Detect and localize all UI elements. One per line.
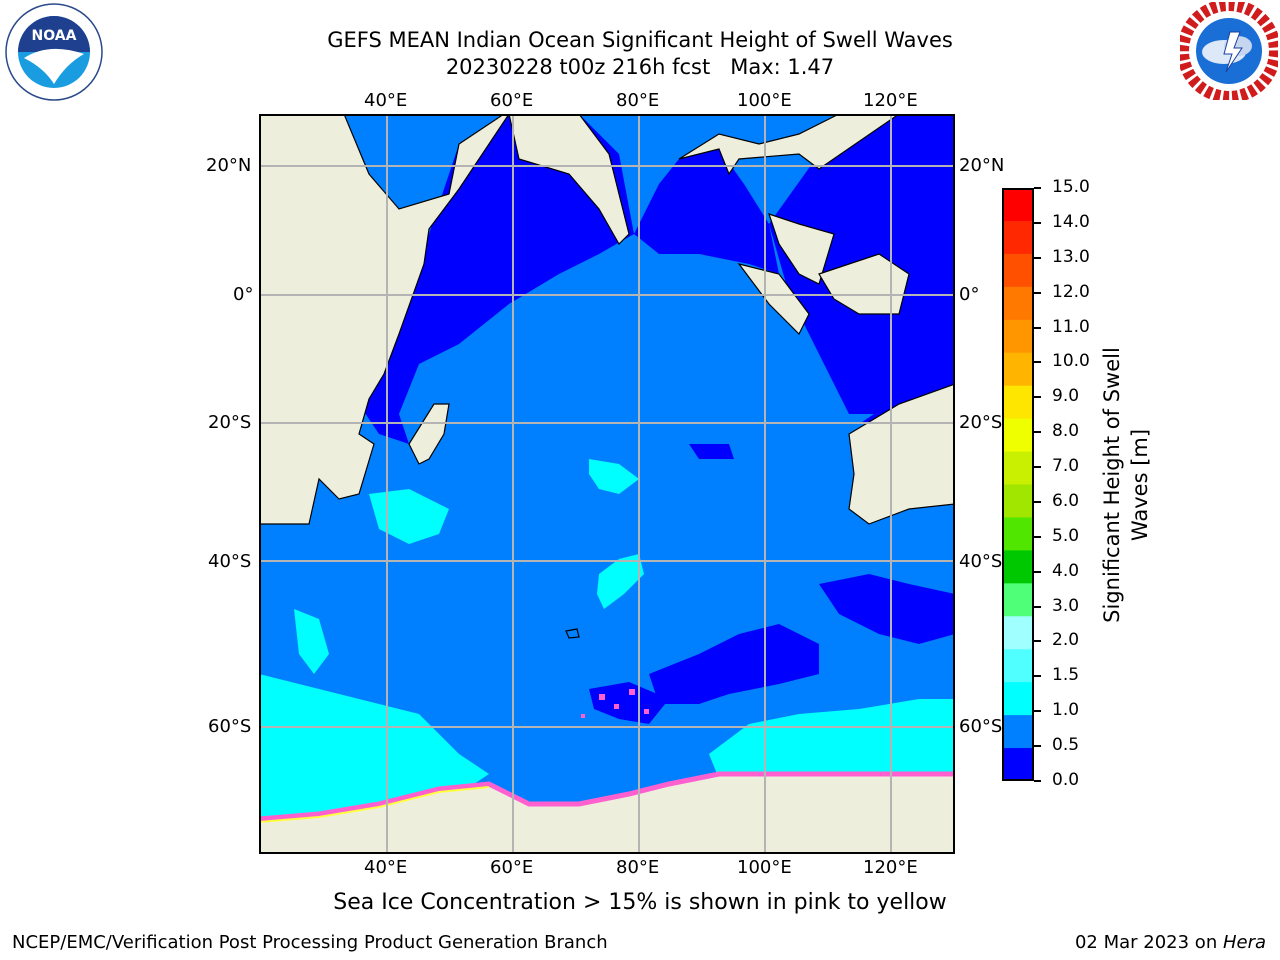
- lon-label-bottom-40E: 40°E: [364, 857, 408, 878]
- graticule: [259, 114, 955, 854]
- colorbar-tick-label: 9.0: [1052, 386, 1080, 407]
- colorbar-label: Significant Height of Swell Waves [m]: [1098, 330, 1154, 640]
- sea-ice-note: Sea Ice Concentration > 15% is shown in …: [333, 890, 947, 915]
- colorbar-segment: [1002, 616, 1034, 650]
- lon-label-top-100E: 100°E: [737, 90, 792, 111]
- colorbar-segment: [1002, 715, 1034, 749]
- footer-host: Hera: [1222, 932, 1266, 953]
- island-outline: [565, 628, 580, 639]
- colorbar-tick-label: 5.0: [1052, 525, 1080, 546]
- colorbar-segment: [1002, 649, 1034, 683]
- lat-label-left-0: 0°: [233, 284, 254, 305]
- footer-date: 02 Mar 2023 on Hera: [1075, 932, 1266, 953]
- lon-label-bottom-60E: 60°E: [490, 857, 534, 878]
- colorbar-tick-label: 13.0: [1052, 246, 1090, 267]
- colorbar-segment: [1002, 682, 1034, 716]
- colorbar-tick-label: 12.0: [1052, 281, 1090, 302]
- colorbar-segment: [1002, 286, 1034, 321]
- colorbar-segment: [1002, 220, 1034, 255]
- lat-label-left-60S: 60°S: [208, 716, 252, 737]
- map-frame: [259, 114, 955, 854]
- lon-label-bottom-120E: 120°E: [863, 857, 918, 878]
- colorbar-tick-mark: [1034, 187, 1041, 189]
- colorbar-tick-mark: [1034, 361, 1041, 364]
- sea-ice-edge: [259, 771, 955, 822]
- colorbar-tick-mark: [1034, 745, 1041, 748]
- colorbar-tick-mark: [1034, 640, 1041, 643]
- swell-band-1.0-1.5: [259, 459, 955, 819]
- noaa-logo-text: NOAA: [32, 28, 77, 44]
- colorbar-tick-mark: [1034, 675, 1041, 678]
- colorbar-tick-label: 7.0: [1052, 456, 1080, 477]
- swell-band-0-0.5: [359, 114, 955, 724]
- colorbar-tick-mark: [1034, 500, 1041, 503]
- lat-label-left-40S: 40°S: [208, 551, 252, 572]
- colorbar-segment: [1002, 385, 1034, 420]
- colorbar-tick-mark: [1034, 605, 1041, 608]
- colorbar-tick-label: 3.0: [1052, 595, 1080, 616]
- swell-height-map: [259, 114, 955, 854]
- colorbar-segment: [1002, 550, 1034, 584]
- colorbar-tick-mark: [1034, 780, 1041, 782]
- colorbar-tick-mark: [1034, 326, 1041, 329]
- colorbar-tick-mark: [1034, 535, 1041, 538]
- colorbar-segment: [1002, 748, 1034, 781]
- colorbar-label-line2: Waves [m]: [1128, 428, 1152, 542]
- colorbar-segment: [1002, 418, 1034, 453]
- colorbar-tick-label: 8.0: [1052, 421, 1080, 442]
- colorbar-tick-mark: [1034, 221, 1041, 224]
- lat-label-left-20S: 20°S: [208, 412, 252, 433]
- colorbar-tick-mark: [1034, 396, 1041, 399]
- colorbar-tick-label: 4.0: [1052, 560, 1080, 581]
- chart-subtitle: 20230228 t00z 216h fcst Max: 1.47: [445, 55, 835, 79]
- colorbar-segment: [1002, 352, 1034, 387]
- colorbar-tick-label: 6.0: [1052, 490, 1080, 511]
- lon-label-top-40E: 40°E: [364, 90, 408, 111]
- colorbar-tick-mark: [1034, 256, 1041, 259]
- colorbar-tick-label: 11.0: [1052, 316, 1090, 337]
- colorbar-tick-label: 15.0: [1052, 177, 1090, 197]
- colorbar-tick-label: 10.0: [1052, 351, 1090, 372]
- colorbar-tick-label: 1.5: [1052, 665, 1080, 686]
- colorbar-segment: [1002, 253, 1034, 288]
- colorbar-tick-label: 1.0: [1052, 700, 1080, 721]
- colorbar-tick-label: 2.0: [1052, 630, 1080, 651]
- colorbar-tick-label: 0.0: [1052, 770, 1080, 790]
- colorbar-tick-mark: [1034, 466, 1041, 469]
- colorbar-tick-mark: [1034, 431, 1041, 434]
- colorbar-label-line1: Significant Height of Swell: [1100, 347, 1124, 623]
- colorbar-frame: [1002, 188, 1034, 781]
- colorbar-segment: [1002, 451, 1034, 485]
- lat-label-right-60S: 60°S: [959, 716, 1003, 737]
- lat-label-left-20N: 20°N: [206, 155, 252, 176]
- lat-label-right-0: 0°: [959, 284, 980, 305]
- lon-label-top-80E: 80°E: [616, 90, 660, 111]
- noaa-logo: NOAA: [4, 2, 104, 106]
- footer-date-text: 02 Mar 2023 on: [1074, 932, 1223, 953]
- colorbar-segment: [1002, 319, 1034, 354]
- lon-label-top-60E: 60°E: [490, 90, 534, 111]
- colorbar-tick-label: 0.5: [1052, 735, 1080, 756]
- colorbar-segment: [1002, 583, 1034, 617]
- footer-branch: NCEP/EMC/Verification Post Processing Pr…: [12, 932, 608, 953]
- colorbar-tick-mark: [1034, 570, 1041, 573]
- lon-label-top-120E: 120°E: [863, 90, 918, 111]
- lat-label-right-20S: 20°S: [959, 412, 1003, 433]
- colorbar-segment: [1002, 484, 1034, 518]
- sea-ice-patches: [581, 689, 649, 718]
- lat-label-right-40S: 40°S: [959, 551, 1003, 572]
- chart-title: GEFS MEAN Indian Ocean Significant Heigh…: [327, 28, 953, 52]
- colorbar-tick-mark: [1034, 710, 1041, 713]
- lon-label-bottom-80E: 80°E: [616, 857, 660, 878]
- land-masses: [259, 114, 955, 854]
- lat-label-right-20N: 20°N: [959, 155, 1005, 176]
- lon-label-bottom-100E: 100°E: [737, 857, 792, 878]
- colorbar: [1002, 188, 1034, 781]
- sea-ice-edge-yellow: [259, 786, 490, 823]
- colorbar-tick-mark: [1034, 291, 1041, 294]
- nws-logo: [1177, 0, 1280, 104]
- colorbar-tick-label: 14.0: [1052, 211, 1090, 232]
- colorbar-segment: [1002, 188, 1034, 222]
- colorbar-segment: [1002, 517, 1034, 551]
